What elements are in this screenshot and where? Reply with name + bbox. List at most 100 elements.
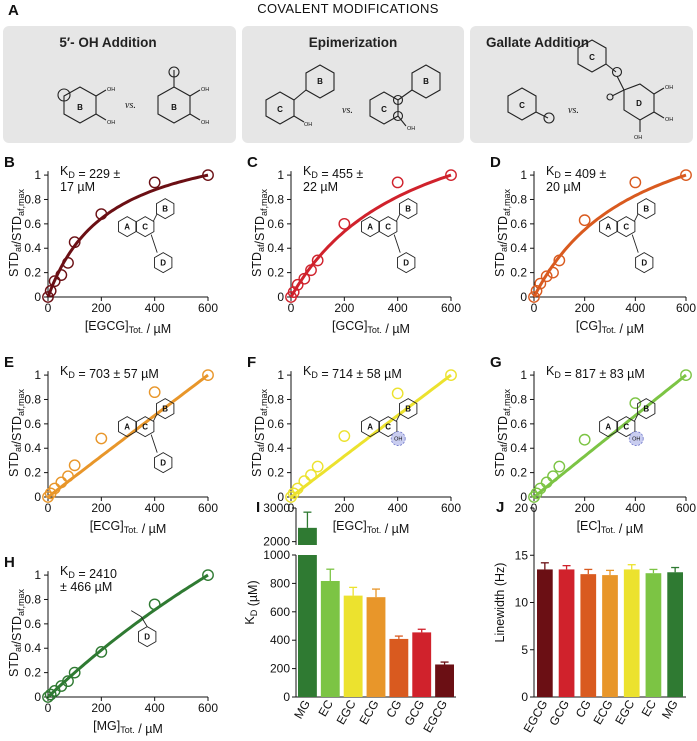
ring-b-hexagon (399, 198, 418, 220)
kd-label: KD = 2410 (60, 564, 117, 581)
y-tick-label: 0.6 (24, 217, 41, 231)
data-point (298, 272, 311, 285)
y-tick-label: 0.8 (267, 192, 284, 206)
y-tick-label: 0.6 (267, 417, 284, 431)
x-category-label: EGC (612, 697, 637, 727)
ring-label-b: B (162, 405, 168, 414)
y-tick-label: 1 (520, 368, 527, 382)
data-point (528, 291, 540, 303)
data-point (338, 430, 351, 442)
y-tick-label: 0.4 (510, 241, 527, 255)
gallate-ester-bond (150, 234, 158, 253)
data-point (305, 469, 317, 481)
ring-label-b: B (162, 205, 168, 214)
panel-g: G020040060000.20.40.60.81[EC]Tot. / µMST… (490, 354, 696, 536)
ring-c-hexagon (617, 416, 636, 438)
ring-a-hexagon (361, 216, 380, 238)
oh-label-1: OH (107, 87, 115, 93)
y-tick-label: 1 (277, 168, 284, 182)
x-tick-label: 0 (45, 701, 52, 715)
x-tick-label: 400 (388, 301, 408, 315)
ring-c-hexagon (379, 216, 398, 238)
y-axis-label: Linewidth (Hz) (493, 563, 507, 643)
y-axis-label: STDaf/STDaf,max (7, 388, 26, 477)
data-point (42, 491, 54, 503)
y-tick-label: 0 (521, 690, 528, 704)
x-tick-label: 400 (145, 701, 165, 715)
ring-a-hexagon (599, 416, 618, 438)
y-axis-label: STDaf/STDaf,max (7, 188, 26, 277)
bc-bond (395, 213, 401, 222)
y-tick-label: 800 (270, 576, 290, 590)
ring-label-c: C (623, 423, 629, 432)
oh-label-8: OH (665, 117, 673, 123)
ring-c-hexagon (617, 216, 636, 238)
y-tick-label: 3000 (263, 501, 290, 515)
panel-label-i: I (256, 499, 260, 516)
x-tick-label: 0 (45, 301, 52, 315)
molecule-b-ring-dihydroxy (57, 86, 107, 124)
ester-bond (140, 616, 148, 627)
x-axis-label: [EGC]Tot. / µM (333, 519, 410, 536)
data-point (202, 369, 214, 381)
y-tick-label: 0.6 (510, 217, 527, 231)
data-point (311, 460, 324, 473)
y-tick-label: 0.8 (510, 392, 527, 406)
data-point (680, 169, 692, 181)
oh-label: OH (632, 437, 640, 443)
x-category-label: EGC (334, 697, 359, 727)
panel-d: D 0 200 400 600 0 0.2 0.4 0.6 0.8 1 [CG]Tot. / µM ST… (490, 154, 696, 336)
ring-label-d: D (144, 633, 150, 642)
data-point (148, 176, 161, 189)
oh-highlight-circle (390, 431, 406, 447)
data-point (55, 269, 68, 281)
kd-label: KD = 455 ± (303, 164, 363, 181)
y-tick-label: 0.8 (267, 392, 284, 406)
y-tick-label: 0.8 (24, 592, 41, 606)
molecule-c-ring-3 (507, 87, 555, 124)
y-tick-label: 20 (515, 501, 529, 515)
ring-label-d: D (160, 259, 166, 268)
data-point (338, 217, 351, 230)
y-tick-label: 200 (270, 662, 290, 676)
y-axis-label: STDaf/STDaf,max (493, 388, 512, 477)
y-tick-label: 0.4 (24, 641, 41, 655)
data-point (95, 432, 108, 445)
data-point (540, 476, 553, 489)
ring-label-b: B (405, 205, 411, 214)
x-tick-label: 200 (334, 501, 354, 515)
data-point (391, 176, 404, 189)
kd-label: KD = 703 ± 57 µM (60, 364, 159, 381)
fit-curve (532, 173, 687, 298)
oh-label-3: OH (201, 87, 209, 93)
data-point (68, 459, 81, 472)
y-tick-label: 0.8 (24, 392, 41, 406)
data-point (42, 291, 54, 303)
panel-label-c: C (247, 154, 258, 171)
kd-label: KD = 817 ± 83 µM (546, 364, 645, 381)
molecule-structure: A C B OH (361, 398, 418, 447)
y-tick-label: 0.6 (24, 617, 41, 631)
data-point (629, 176, 642, 189)
x-axis-label: [CG]Tot. / µM (576, 319, 644, 336)
molecule-structure: A C B D (118, 198, 175, 274)
x-axis-label: [GCG]Tot. / µM (332, 319, 410, 336)
panel-label-f: F (247, 354, 256, 371)
data-point (202, 169, 214, 181)
panel-label-e: E (4, 354, 14, 371)
ring-label-b: B (643, 205, 649, 214)
ring-b-hexagon (637, 198, 656, 220)
fit-curve (46, 573, 209, 699)
data-point (148, 598, 161, 611)
ring-label-a: A (124, 423, 130, 432)
x-category-label: MG (659, 698, 681, 722)
x-tick-label: 400 (145, 301, 165, 315)
y-tick-label: 0.2 (267, 266, 284, 280)
data-point (291, 278, 304, 291)
x-tick-label: 200 (575, 301, 595, 315)
molecule-structure: A C B D (118, 398, 175, 474)
data-point (547, 470, 559, 483)
data-point (547, 266, 559, 279)
bar-mg-lower (298, 555, 317, 697)
